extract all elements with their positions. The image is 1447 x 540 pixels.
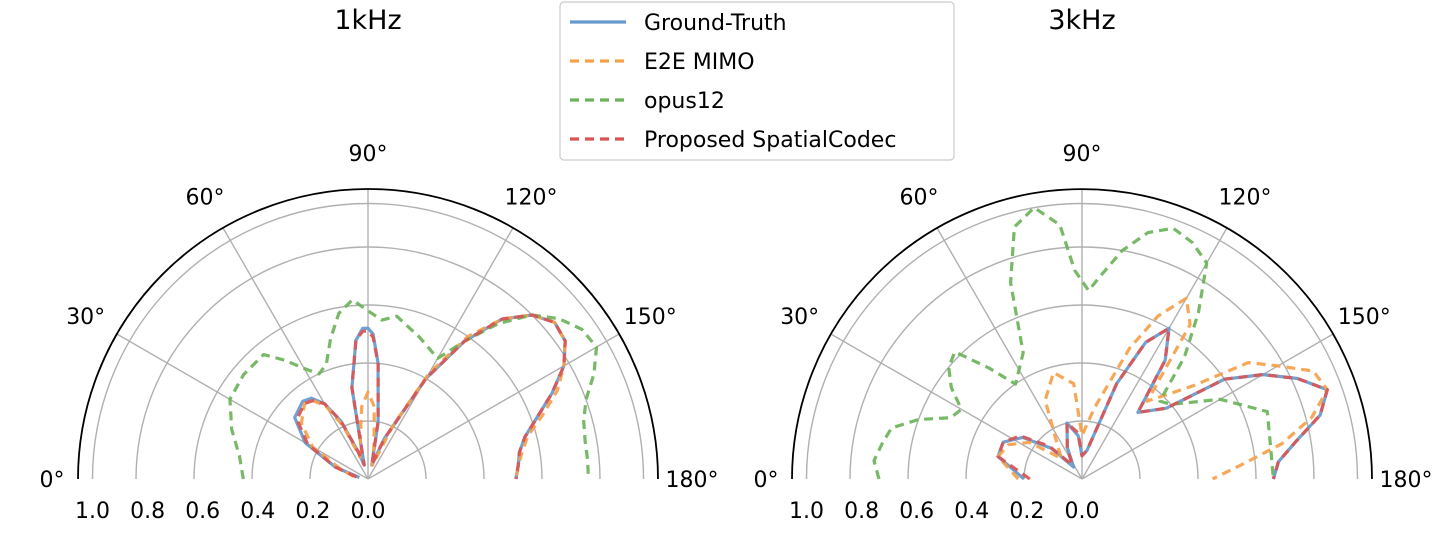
angle-tick-label: 60° [900,186,939,211]
legend-frame [559,1,955,161]
chart-title: 1kHz [334,5,401,36]
radial-tick-label: 0.0 [351,499,386,524]
radial-tick-label: 0.6 [185,499,220,524]
chart-title: 3kHz [1048,5,1115,36]
legend: Ground-Truth E2E MIMO opus12 Proposed Spati… [559,1,955,161]
series-line-proposed-spatialcodec [996,326,1329,481]
angular-gridline [936,227,1083,480]
legend-label-proposed-spatialcodec: Proposed SpatialCodec [644,128,896,153]
angle-tick-label: 120° [505,186,558,211]
angle-tick-label: 180° [666,468,719,493]
angular-gridline [1081,333,1334,480]
angle-tick-label: 30° [66,305,105,330]
angular-gridline [222,227,369,480]
angle-tick-label: 150° [1338,305,1391,330]
radial-tick-label: 1.0 [789,499,824,524]
series-line-opus12 [872,206,1275,480]
angle-tick-label: 180° [1380,468,1433,493]
angle-tick-label: 0° [40,468,65,493]
legend-label-ground-truth: Ground-Truth [644,11,787,36]
radial-tick-label: 0.2 [295,499,330,524]
angular-gridline [367,227,514,480]
series-line-opus12 [228,298,599,480]
series-line-ground-truth [996,326,1329,481]
polar-chart-3khz: 0° 30° 60° 90° 120° 150° 180° 1.0 0.8 0.6 0.4 0.2 0.… [754,5,1433,524]
radial-tick-label: 0.8 [130,499,165,524]
radial-tick-label: 0.6 [899,499,934,524]
angle-tick-label: 0° [754,468,779,493]
angle-tick-label: 30° [780,305,819,330]
series-line-e2e-mimo [299,313,567,480]
angle-tick-label: 90° [349,142,388,167]
polar-chart-1khz: 0° 30° 60° 90° 120° 150° 180° 1.0 0.8 0.6 0.4 0.2 0.… [40,5,719,524]
angle-tick-label: 90° [1063,142,1102,167]
legend-label-e2e-mimo: E2E MIMO [644,50,755,75]
angular-gridline [1081,227,1228,480]
radial-tick-label: 0.8 [844,499,879,524]
polar-frame [791,188,1373,480]
radial-tick-label: 0.4 [954,499,989,524]
angle-tick-label: 150° [624,305,677,330]
radial-tick-label: 0.2 [1009,499,1044,524]
angle-tick-label: 120° [1219,186,1272,211]
legend-label-opus12: opus12 [644,89,725,114]
radial-tick-label: 0.0 [1065,499,1100,524]
angular-gridline [830,333,1083,480]
angular-gridline [116,333,369,480]
series-line-ground-truth [293,313,567,480]
polar-frame [77,188,659,480]
series-line-proposed-spatialcodec [295,313,567,480]
angle-tick-label: 60° [186,186,225,211]
radial-tick-label: 1.0 [75,499,110,524]
radial-tick-label: 0.4 [240,499,275,524]
angular-gridline [367,333,620,480]
